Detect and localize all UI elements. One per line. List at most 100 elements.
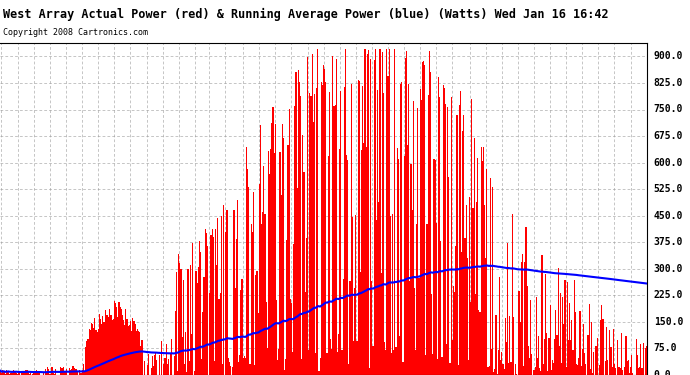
Bar [100,319,101,375]
Bar [592,373,593,375]
Bar [270,149,271,375]
Bar [521,262,522,375]
Bar [226,210,228,375]
Bar [319,358,321,375]
Bar [261,224,262,375]
Text: 750.0: 750.0 [653,105,683,114]
Bar [529,358,530,375]
Bar [524,262,525,375]
Bar [439,97,440,375]
Bar [573,280,575,375]
Bar [401,82,402,375]
Bar [166,344,167,375]
Bar [238,362,239,375]
Bar [475,294,476,375]
Text: Copyright 2008 Cartronics.com: Copyright 2008 Cartronics.com [3,28,148,37]
Bar [597,338,598,375]
Bar [209,293,210,375]
Bar [21,370,22,375]
Bar [478,310,480,375]
Bar [388,50,390,375]
Bar [337,352,338,375]
Bar [271,123,273,375]
Bar [24,373,26,375]
Bar [161,341,162,375]
Bar [576,364,577,375]
Bar [370,59,371,375]
Bar [105,310,106,375]
Bar [184,364,185,375]
Bar [585,363,586,375]
Bar [278,349,279,375]
Bar [645,348,646,375]
Bar [463,116,464,375]
Bar [440,242,442,375]
Bar [199,242,200,375]
Bar [501,352,502,375]
Bar [39,373,40,375]
Bar [522,254,523,375]
Bar [380,273,382,375]
Bar [284,370,285,375]
Bar [599,366,600,375]
Bar [83,364,84,375]
Bar [104,322,105,375]
Bar [229,362,230,375]
Bar [273,107,274,375]
Bar [509,316,511,375]
Bar [371,281,373,375]
Bar [276,300,277,375]
Bar [98,329,99,375]
Bar [102,316,103,375]
Bar [66,369,67,375]
Bar [0,371,1,375]
Bar [14,372,15,375]
Bar [154,355,155,375]
Bar [424,64,425,375]
Bar [70,370,71,375]
Bar [545,274,546,375]
Bar [259,183,260,375]
Bar [525,227,526,375]
Bar [217,218,219,375]
Bar [490,178,491,375]
Bar [264,214,266,375]
Bar [144,361,145,375]
Bar [293,244,295,375]
Bar [470,302,471,375]
Bar [243,358,244,375]
Bar [306,238,307,375]
Bar [531,354,532,375]
Bar [247,169,248,375]
Bar [15,370,16,375]
Bar [416,224,417,375]
Bar [115,303,116,375]
Bar [493,372,494,375]
Bar [345,50,346,375]
Bar [255,274,257,375]
Bar [26,370,28,375]
Bar [635,339,637,375]
Text: 150.0: 150.0 [653,317,683,327]
Bar [291,303,292,375]
Bar [563,324,564,375]
Bar [333,106,335,375]
Bar [167,363,168,375]
Bar [52,367,53,375]
Bar [386,50,387,375]
Bar [95,330,97,375]
Bar [332,56,333,375]
Bar [583,324,584,375]
Bar [36,370,37,375]
Bar [382,52,383,375]
Bar [159,355,160,375]
Bar [628,360,629,375]
Bar [415,350,416,375]
Bar [492,186,493,375]
Bar [361,150,362,375]
Bar [366,54,368,375]
Bar [6,370,7,375]
Bar [559,346,560,375]
Bar [502,364,504,375]
Bar [48,369,50,375]
